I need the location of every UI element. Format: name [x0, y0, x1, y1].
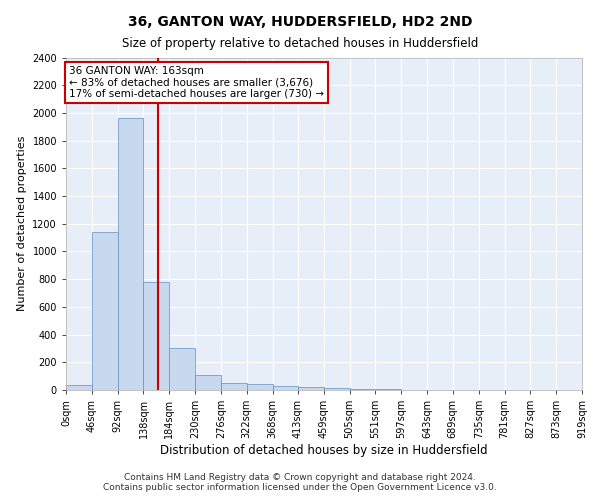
- Bar: [66, 385, 92, 390]
- Text: 36 GANTON WAY: 163sqm
← 83% of detached houses are smaller (3,676)
17% of semi-d: 36 GANTON WAY: 163sqm ← 83% of detached …: [69, 66, 324, 99]
- Bar: [324, 388, 350, 390]
- X-axis label: Distribution of detached houses by size in Huddersfield: Distribution of detached houses by size …: [160, 444, 488, 457]
- Bar: [195, 376, 221, 390]
- Bar: [169, 348, 195, 390]
- Text: 36, GANTON WAY, HUDDERSFIELD, HD2 2ND: 36, GANTON WAY, HUDDERSFIELD, HD2 2ND: [128, 15, 472, 29]
- Bar: [118, 118, 143, 390]
- Bar: [272, 386, 298, 390]
- Bar: [350, 389, 376, 390]
- Text: Size of property relative to detached houses in Huddersfield: Size of property relative to detached ho…: [122, 38, 478, 51]
- Bar: [92, 232, 118, 390]
- Bar: [221, 384, 247, 390]
- Text: Contains HM Land Registry data © Crown copyright and database right 2024.
Contai: Contains HM Land Registry data © Crown c…: [103, 473, 497, 492]
- Bar: [298, 387, 324, 390]
- Y-axis label: Number of detached properties: Number of detached properties: [17, 136, 26, 312]
- Bar: [247, 384, 272, 390]
- Bar: [143, 282, 169, 390]
